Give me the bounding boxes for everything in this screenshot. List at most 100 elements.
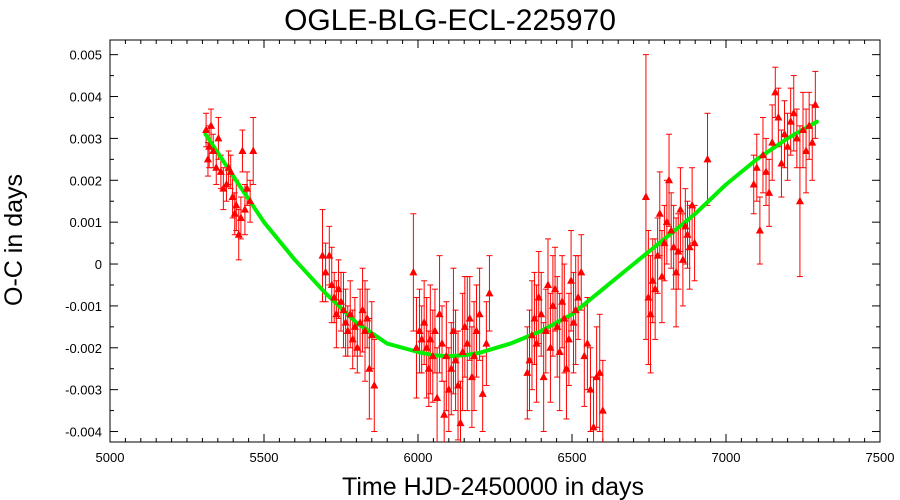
data-point	[361, 326, 370, 335]
chart-title: OGLE-BLG-ECL-225970	[284, 4, 616, 37]
data-point	[327, 280, 336, 288]
data-point	[651, 284, 660, 293]
x-tick-label: 7000	[712, 450, 741, 465]
data-point	[571, 305, 580, 314]
data-point	[412, 343, 421, 351]
data-point	[330, 293, 339, 301]
data-point	[365, 364, 374, 372]
x-tick-label: 7500	[866, 450, 895, 465]
data-point	[527, 330, 536, 339]
data-point	[657, 272, 666, 280]
data-point	[325, 251, 334, 259]
data-point	[574, 293, 583, 301]
data-point	[482, 339, 491, 347]
data-point	[583, 339, 592, 347]
data-point	[564, 334, 573, 343]
data-point	[786, 117, 795, 125]
data-point	[321, 267, 330, 276]
data-point	[660, 238, 669, 247]
data-point	[551, 284, 560, 293]
data-point	[451, 355, 460, 364]
data-point	[472, 326, 481, 335]
data-point	[460, 322, 469, 330]
data-point	[690, 238, 699, 247]
data-point	[470, 351, 479, 360]
data-point	[228, 192, 237, 201]
fit-curve	[203, 119, 819, 359]
data-point	[808, 138, 817, 146]
data-point	[762, 167, 771, 175]
data-point	[669, 242, 678, 251]
data-point	[341, 318, 350, 326]
data-point	[216, 167, 225, 175]
data-point	[676, 205, 685, 213]
data-point	[343, 326, 352, 335]
data-point	[433, 393, 442, 402]
data-point	[802, 146, 811, 154]
data-point	[560, 313, 569, 322]
data-point	[240, 205, 249, 213]
data-point	[546, 343, 555, 351]
data-point	[449, 326, 458, 335]
data-point	[523, 368, 532, 376]
y-tick-label: -0.004	[65, 425, 102, 440]
data-point	[238, 146, 247, 154]
data-point	[456, 418, 465, 427]
y-tick-label: 0.004	[69, 90, 102, 105]
data-point	[475, 309, 484, 318]
data-point	[774, 112, 783, 121]
data-point	[548, 301, 557, 309]
data-point	[768, 138, 777, 146]
data-point	[422, 343, 431, 351]
data-point	[438, 339, 447, 347]
plot-area: 5000 5500 6000 6500 7000 7500 -0.004 -0.003 -0.0…	[65, 39, 895, 465]
x-tick-label: 5000	[96, 450, 125, 465]
data-point	[370, 380, 379, 389]
data-point	[478, 389, 487, 397]
data-point	[219, 184, 228, 192]
data-point	[653, 251, 662, 259]
plot-frame	[109, 39, 881, 443]
data-point	[537, 309, 546, 318]
data-point	[428, 351, 437, 360]
data-point	[681, 221, 690, 230]
y-tick-label: -0.003	[65, 383, 102, 398]
data-point	[749, 179, 758, 188]
x-tick-label: 6000	[404, 450, 433, 465]
data-point	[485, 288, 494, 297]
data-point	[465, 313, 474, 322]
data-point	[589, 422, 598, 431]
data-point	[765, 188, 774, 196]
data-point	[447, 364, 456, 372]
data-point	[567, 276, 576, 284]
data-point	[665, 175, 674, 184]
data-point	[205, 142, 214, 150]
data-point	[367, 330, 376, 339]
data-point	[444, 385, 453, 393]
data-point	[562, 364, 571, 372]
y-tick-label: 0.005	[69, 48, 102, 63]
data-point	[558, 297, 567, 305]
data-point	[363, 313, 372, 322]
data-point	[334, 284, 343, 293]
data-point	[525, 355, 534, 364]
data-point	[758, 150, 767, 159]
data-point	[430, 326, 439, 335]
data-point	[553, 322, 562, 330]
data-point	[580, 351, 589, 360]
y-tick-label: 0.002	[69, 173, 102, 188]
data-point	[541, 326, 550, 335]
data-point	[789, 108, 798, 117]
x-tick-label: 5500	[250, 450, 279, 465]
data-point	[232, 200, 241, 209]
data-point	[703, 154, 712, 163]
data-point	[530, 313, 539, 322]
data-point	[799, 125, 807, 134]
data-point	[534, 293, 543, 301]
data-point	[420, 318, 429, 326]
data-point	[555, 347, 564, 355]
data-point	[586, 385, 595, 393]
data-point	[646, 309, 655, 318]
data-point	[230, 209, 239, 217]
data-point	[644, 293, 653, 301]
